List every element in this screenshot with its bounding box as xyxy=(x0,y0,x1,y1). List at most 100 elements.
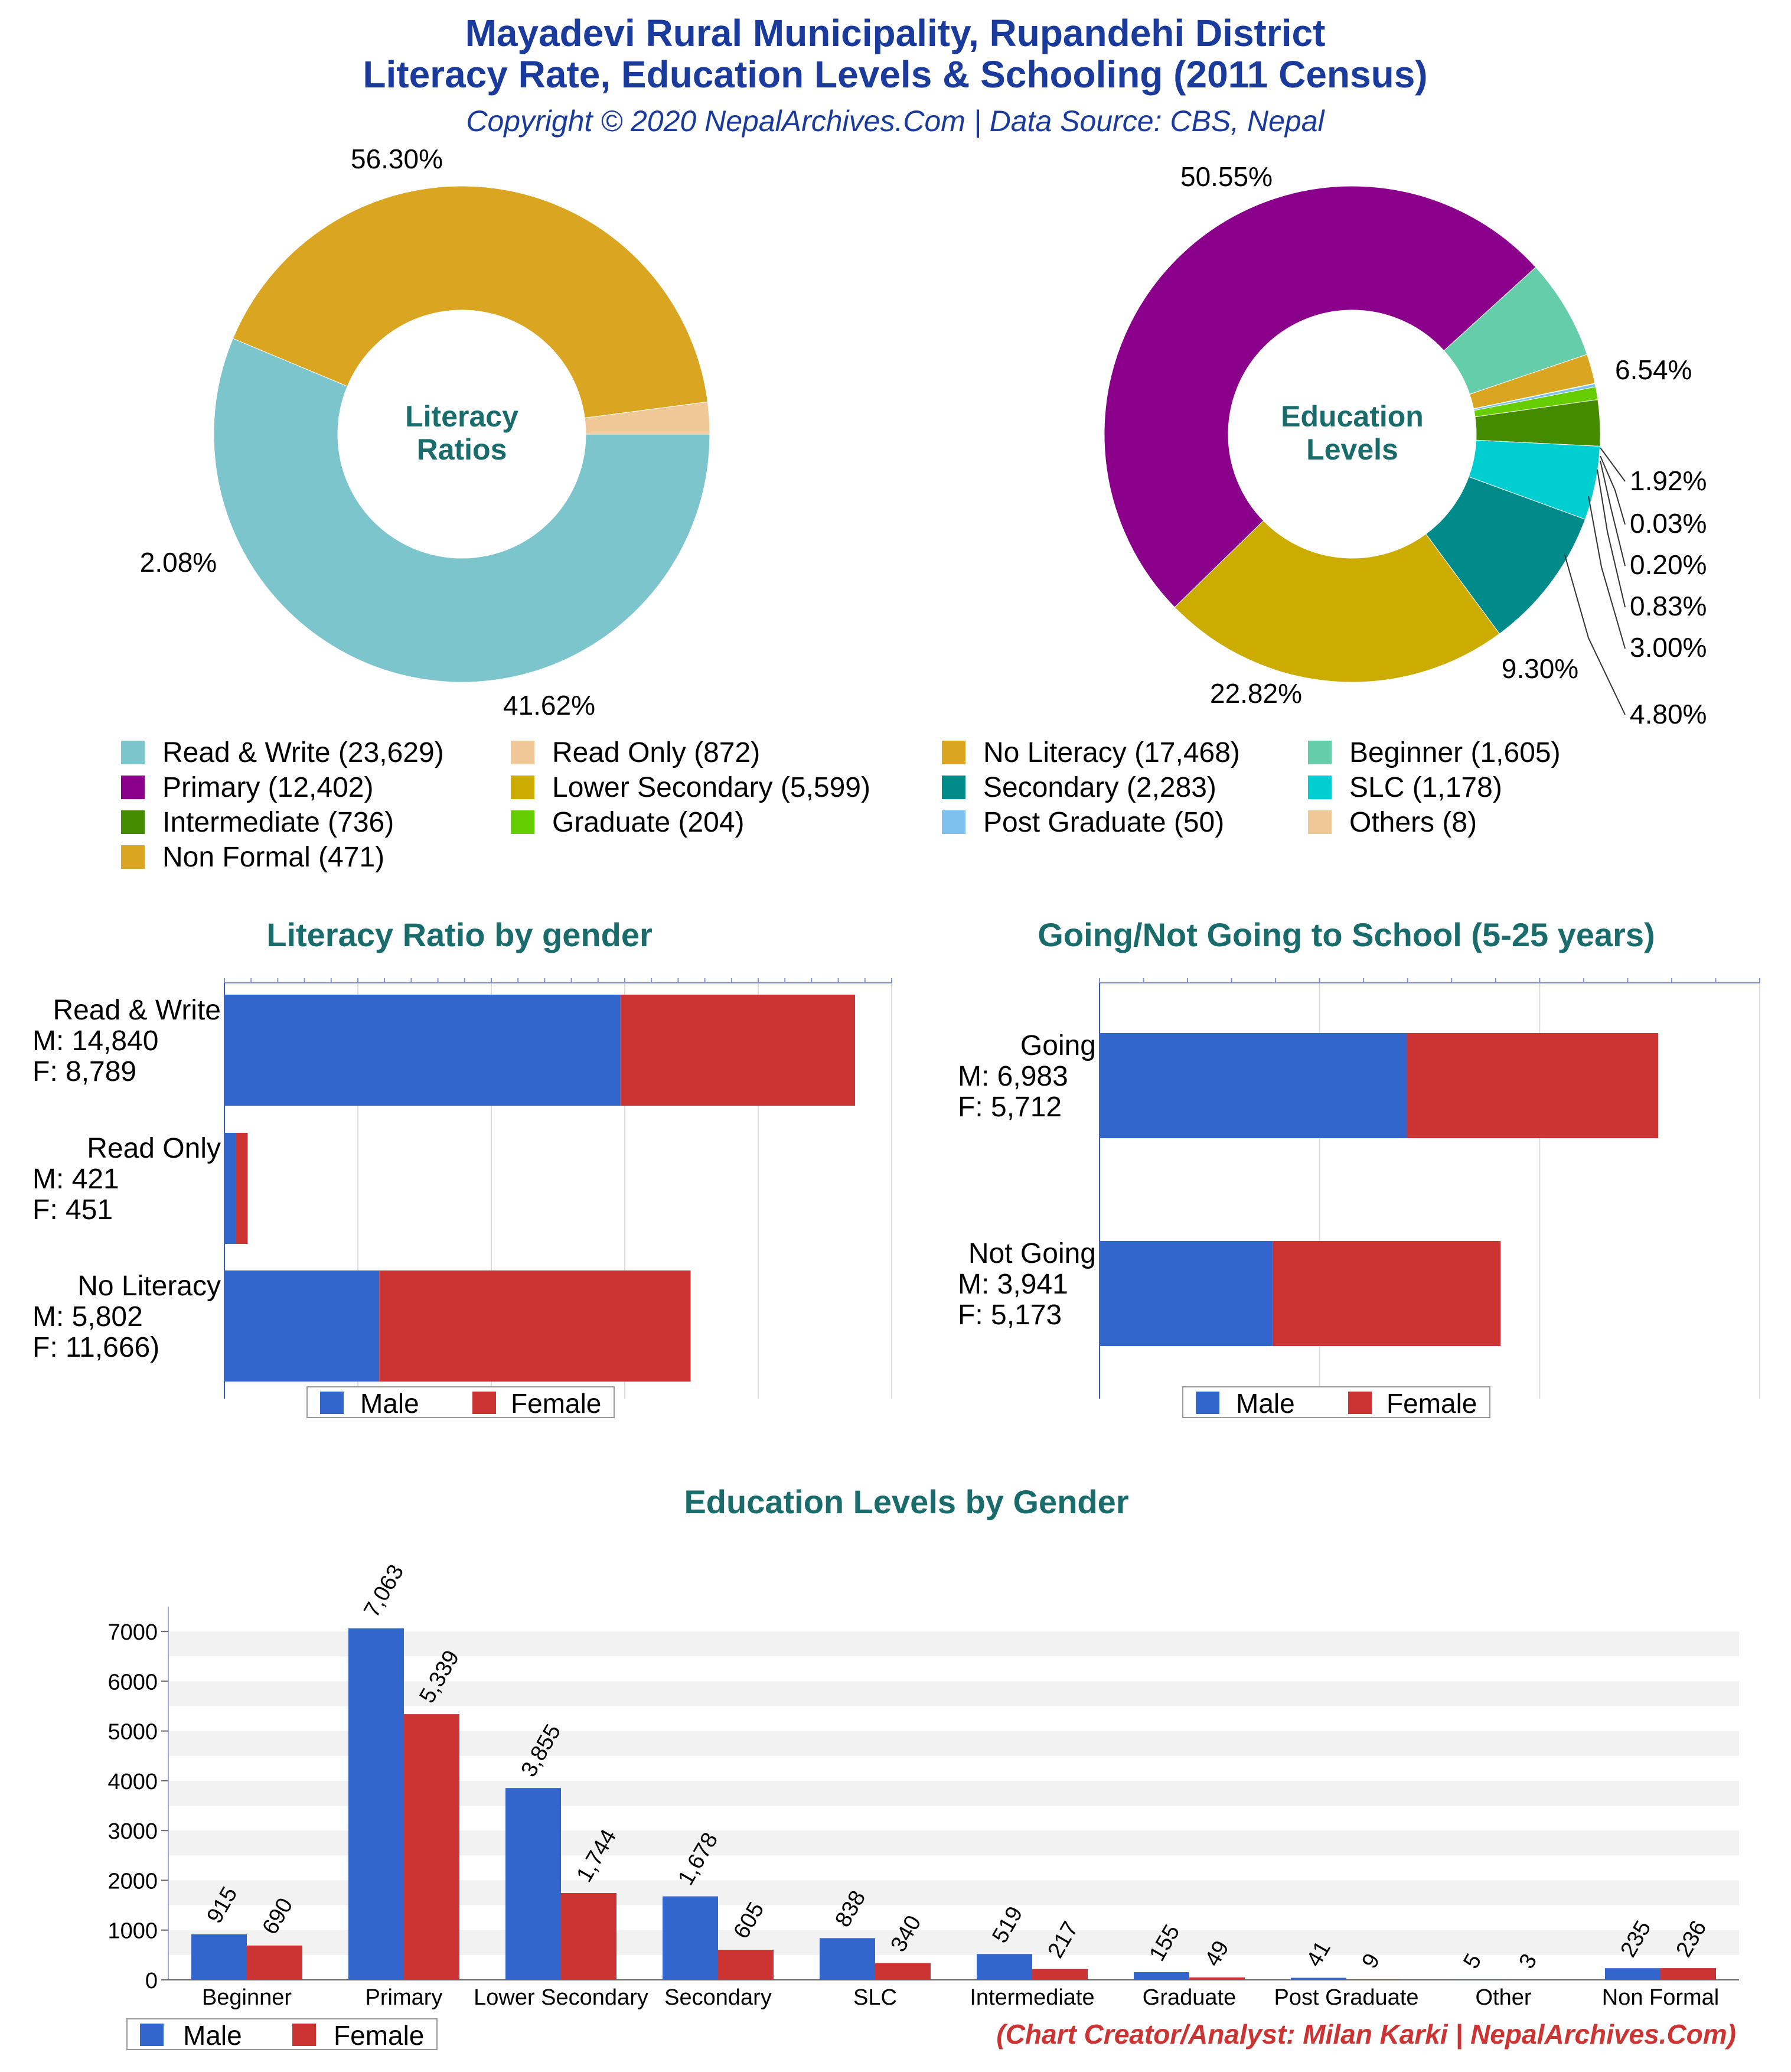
legend-swatch xyxy=(942,741,965,764)
literacy-by-gender-title: Literacy Ratio by gender xyxy=(266,916,653,953)
bar-male-non-formal xyxy=(1605,1968,1660,1980)
legend-box xyxy=(1182,1386,1490,1418)
legend-swatch xyxy=(121,810,145,834)
leader-line xyxy=(1600,455,1626,525)
legend-label: Secondary (2,283) xyxy=(983,772,1216,803)
slice-read-write xyxy=(213,338,710,683)
literacy-ratios-donut: 56.30% 41.62% 2.08% Literacy Ratios xyxy=(140,144,710,721)
category-label-read-write: Read & Write M: 14,840 F: 8,789 xyxy=(32,995,221,1087)
literacy-by-gender-chart: Read & Write M: 14,840 F: 8,789 Read Only M:… xyxy=(32,978,892,1419)
slice-lower-secondary xyxy=(1174,520,1500,683)
x-category-label-graduate: Graduate xyxy=(1143,1985,1236,2010)
legend-swatch-female xyxy=(1348,1392,1372,1414)
legend-label: Post Graduate (50) xyxy=(983,807,1224,838)
bar-male-intermediate xyxy=(977,1954,1032,1980)
legend-label: No Literacy (17,468) xyxy=(983,737,1240,768)
legend-swatch xyxy=(511,810,534,834)
legend-swatch xyxy=(1308,810,1332,834)
title-line-2: Literacy Rate, Education Levels & School… xyxy=(363,53,1427,96)
slice-pct-label: 56.30% xyxy=(351,144,443,174)
leader-line xyxy=(1564,555,1626,715)
school-going-title: Going/Not Going to School (5-25 years) xyxy=(1038,916,1655,953)
x-category-label-secondary: Secondary xyxy=(664,1985,772,2010)
slice-pct-label: 9.30% xyxy=(1502,653,1578,684)
category-label-going: Going M: 6,983 F: 5,712 xyxy=(958,1030,1096,1123)
bar-male-primary xyxy=(348,1628,404,1980)
slice-pct-label: 3.00% xyxy=(1630,632,1707,663)
x-category-label-slc: SLC xyxy=(853,1985,897,2010)
bar-female-beginner xyxy=(247,1945,302,1980)
bar-male-beginner xyxy=(191,1934,247,1980)
bar-female-intermediate xyxy=(1032,1969,1088,1980)
legend-label-male: Male xyxy=(1236,1388,1295,1419)
legend-swatch-male xyxy=(140,2024,164,2046)
legend-swatch xyxy=(942,810,965,834)
grid-band xyxy=(168,1631,1739,1657)
subtitle: Copyright © 2020 NepalArchives.Com | Dat… xyxy=(466,105,1325,138)
category-label-not-going: Not Going M: 3,941 F: 5,173 xyxy=(958,1238,1096,1331)
leader-line xyxy=(1600,447,1626,482)
legend-label-female: Female xyxy=(511,1388,601,1419)
leader-line xyxy=(1600,460,1626,566)
legend-swatch xyxy=(1308,741,1332,764)
legend-swatch xyxy=(942,776,965,799)
legend-swatch-female xyxy=(472,1392,496,1414)
x-category-label-intermediate: Intermediate xyxy=(970,1985,1094,2010)
slice-pct-label: 4.80% xyxy=(1630,699,1707,729)
bar-male-graduate xyxy=(1134,1972,1189,1980)
legend-swatch xyxy=(511,776,534,799)
education-by-gender-title: Education Levels by Gender xyxy=(684,1483,1128,1520)
bar-female-read-only xyxy=(236,1133,248,1244)
legend-label: Primary (12,402) xyxy=(162,772,373,803)
legend-box xyxy=(306,1386,615,1418)
legend-label: SLC (1,178) xyxy=(1349,772,1502,803)
legend-swatch-male xyxy=(320,1392,344,1414)
y-tick-label: 3000 xyxy=(107,1819,158,1844)
legend-label: Read & Write (23,629) xyxy=(162,737,444,768)
x-category-label-other: Other xyxy=(1475,1985,1531,2010)
bar-female-not-going xyxy=(1273,1241,1501,1346)
credit-text: (Chart Creator/Analyst: Milan Karki | Ne… xyxy=(996,2019,1736,2050)
legend-label-male: Male xyxy=(360,1388,419,1419)
bar-value-label: 7,063 xyxy=(359,1560,409,1621)
legend-swatch-male xyxy=(1196,1392,1219,1414)
leader-line xyxy=(1588,496,1626,649)
y-tick-label: 4000 xyxy=(107,1770,158,1794)
legend-label: Graduate (204) xyxy=(552,807,745,838)
bar-female-primary xyxy=(404,1714,459,1980)
x-category-label-lower-secondary: Lower Secondary xyxy=(474,1985,648,2010)
slice-read-only xyxy=(584,401,710,435)
slice-pct-label: 2.08% xyxy=(140,547,217,578)
bar-value-label: 155 xyxy=(1144,1921,1185,1966)
bar-male-no-literacy xyxy=(224,1270,380,1382)
legend-label: Others (8) xyxy=(1349,807,1477,838)
legend-swatch-female xyxy=(292,2024,316,2046)
y-tick-label: 0 xyxy=(145,1969,158,1993)
donut-center-label-education: Education Levels xyxy=(1281,400,1424,466)
slice-pct-label: 22.82% xyxy=(1210,678,1302,709)
legend-swatch xyxy=(1308,776,1332,799)
legend-swatch xyxy=(511,741,534,764)
legend-label: Read Only (872) xyxy=(552,737,760,768)
leader-line xyxy=(1597,469,1626,608)
bar-value-label: 217 xyxy=(1043,1917,1083,1962)
slice-no-literacy xyxy=(232,185,708,419)
bar-female-slc xyxy=(875,1963,931,1980)
slice-primary xyxy=(1104,185,1536,608)
legend-swatch xyxy=(121,776,145,799)
x-category-label-non-formal: Non Formal xyxy=(1602,1985,1720,2010)
bar-female-lower-secondary xyxy=(561,1893,616,1980)
bar-male-read-only xyxy=(224,1133,236,1244)
x-category-label-beginner: Beginner xyxy=(202,1985,292,2010)
slice-pct-label: 1.92% xyxy=(1630,465,1707,496)
slice-pct-label: 0.20% xyxy=(1630,549,1707,580)
slice-pct-label: 41.62% xyxy=(503,690,595,721)
school-going-chart: Going M: 6,983 F: 5,712 Not Going M: 3,941 F:… xyxy=(958,978,1760,1419)
y-tick-label: 5000 xyxy=(107,1720,158,1745)
bar-male-lower-secondary xyxy=(505,1788,561,1980)
legend-label-female: Female xyxy=(334,2020,424,2051)
legend-swatch xyxy=(121,845,145,869)
x-category-label-post-graduate: Post Graduate xyxy=(1274,1985,1418,2010)
y-tick-label: 7000 xyxy=(107,1620,158,1645)
